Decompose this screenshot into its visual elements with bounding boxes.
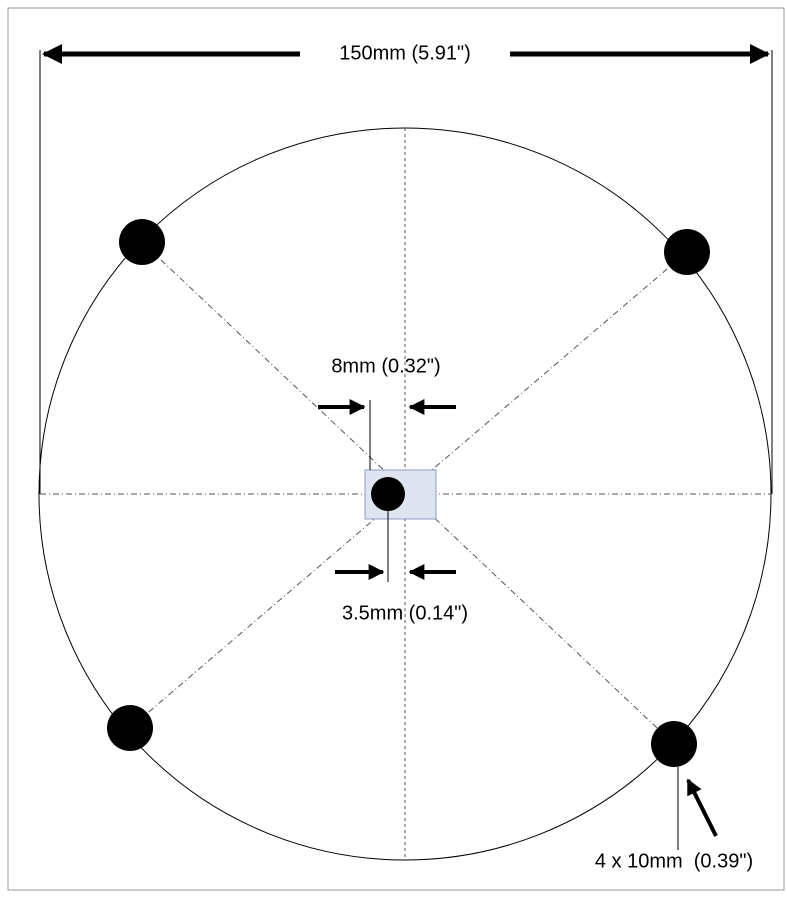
hole-label: 3.5mm (0.14") <box>342 602 468 624</box>
mount-hole <box>119 219 165 265</box>
mount-label: 4 x 10mm (0.39") <box>595 850 753 872</box>
mount-hole <box>651 721 697 767</box>
center-hole <box>371 477 405 511</box>
spacing-label: 8mm (0.32") <box>331 355 440 377</box>
width-label: 150mm (5.91") <box>339 42 471 64</box>
mount-hole <box>107 705 153 751</box>
mount-hole <box>664 229 710 275</box>
leader-arrow <box>686 778 718 837</box>
